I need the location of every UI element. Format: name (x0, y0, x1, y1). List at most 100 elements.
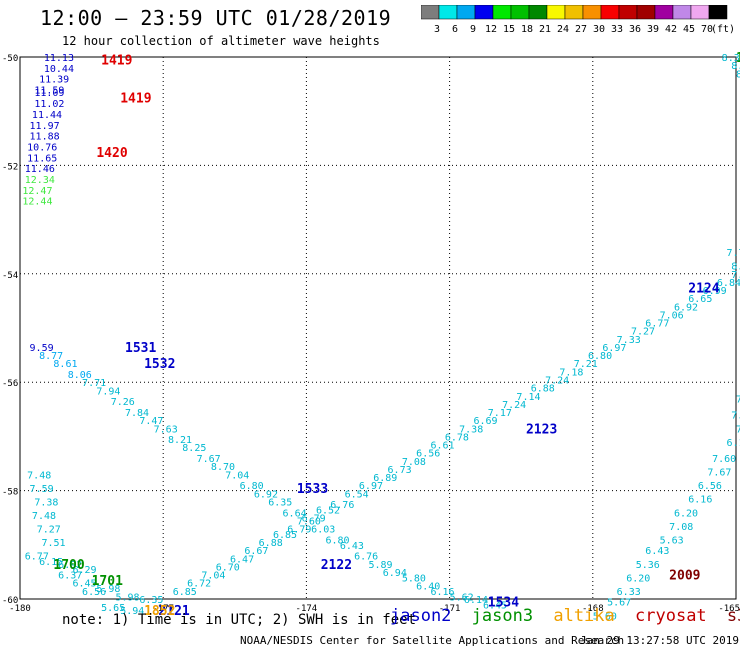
swh-value-label: 6.16 (688, 495, 712, 506)
swh-value-label: 6.99 (703, 286, 727, 297)
swh-value-label: 7.45 (731, 270, 740, 281)
swh-value-label: 6.56 (698, 481, 722, 492)
swh-value-label: 5.98 (115, 592, 139, 603)
pass-time-label: 1531 (125, 341, 156, 356)
credit-text: NOAA/NESDIS Center for Satellite Applica… (240, 634, 625, 647)
swh-value-label: 7.24 (502, 400, 526, 411)
pass-time-label: 1700 (53, 558, 84, 573)
swh-value-label: 6.20 (626, 573, 650, 584)
latitude-labels: -50 -52 -54 -56 -58 -60 (2, 54, 18, 606)
legend-s3a: s3a (726, 606, 740, 626)
swh-value-label: 6.80 (325, 535, 349, 546)
pass-time-label: 1533 (297, 482, 328, 497)
swh-value-label: 7.67 (197, 454, 221, 465)
timestamp-text: Jan 29 13:27:58 UTC 2019 (580, 634, 739, 647)
swh-value-label: 7.84 (125, 408, 149, 419)
swh-value-label: 6.97 (359, 481, 383, 492)
swh-value-label: 6.03 (311, 525, 335, 536)
swh-value-label: 11.65 (27, 153, 57, 164)
swh-value-label: 6.97 (602, 343, 626, 354)
pass-time-label: 1419 (101, 54, 132, 69)
swh-points: 11.1310.4411.3911.5911.0911.0211.4411.97… (22, 53, 740, 622)
swh-value-label: 10.76 (27, 142, 57, 153)
swh-value-label: 7.24 (545, 375, 569, 386)
swh-value-label: 7.94 (96, 386, 120, 397)
swh-value-label: 6.76 (354, 552, 378, 563)
pass-time-label: 1419 (120, 92, 151, 107)
swh-value-label: 6.40 (416, 581, 440, 592)
pass-time-label: 2124 (688, 281, 719, 296)
swh-value-label: 7.71 (82, 378, 106, 389)
lat-label: -54 (2, 271, 18, 281)
pass-time-label: 1534 (488, 596, 519, 611)
lat-label: -60 (2, 596, 18, 606)
swh-value-label: 10.44 (44, 64, 74, 75)
lat-label: -58 (2, 488, 18, 498)
colorbar-swatch (708, 5, 728, 20)
map-subtitle: 12 hour collection of altimeter wave hei… (62, 34, 380, 48)
lat-label: -56 (2, 379, 18, 389)
swh-value-label: 6.85 (273, 530, 297, 541)
swh-value-label: 8.25 (182, 443, 206, 454)
lat-label: -52 (2, 162, 18, 172)
swh-value-label: 11.39 (39, 75, 69, 86)
colorbar-tick-label: 45 (683, 24, 695, 35)
swh-value-label: 11.13 (44, 53, 74, 64)
swh-value-label: 8.61 (53, 359, 77, 370)
swh-value-label: 5.98 (96, 584, 120, 595)
units-note: note: 1) Time is in UTC; 2) SWH is in fe… (62, 612, 417, 628)
swh-value-label: 6.78 (445, 432, 469, 443)
swh-value-label: 6.16 (431, 587, 455, 598)
swh-value-label: 7.04 (225, 470, 249, 481)
swh-value-label: 7.04 (201, 571, 225, 582)
swh-value-label: 6.15 (726, 438, 740, 449)
swh-value-label: 7.17 (488, 408, 512, 419)
swh-value-label: 11.44 (32, 110, 62, 121)
legend-altika: altika (553, 606, 615, 626)
lon-label: -177 (152, 604, 174, 614)
swh-value-label: 12.34 (25, 175, 55, 186)
swh-value-label: 12.44 (22, 197, 52, 208)
colorbar-tick-label: 70 (701, 24, 713, 35)
swh-value-label: 6.92 (58, 560, 82, 571)
pass-time-label: 150 (736, 51, 740, 66)
swh-value-label: 11.88 (30, 132, 60, 143)
pass-time-label: 1701 (92, 574, 123, 589)
swh-value-label: 6.47 (230, 554, 254, 565)
swh-value-label: 7.08 (402, 457, 426, 468)
swh-value-label: 8.09 (731, 262, 740, 273)
swh-value-label: 6.79 (287, 525, 311, 536)
legend-cryosat: cryosat (635, 606, 707, 626)
swh-value-label: 8.85 (736, 69, 740, 80)
swh-value-label: 11.97 (30, 121, 60, 132)
swh-value-label: 6.88 (531, 384, 555, 395)
swh-value-label: 6.56 (416, 449, 440, 460)
swh-value-label: 11.09 (34, 88, 64, 99)
swh-value-label: 6.65 (688, 294, 712, 305)
swh-value-label: 6.94 (383, 568, 407, 579)
swh-value-label: 6.69 (473, 416, 497, 427)
legend-jason2: jason2 (390, 606, 452, 626)
swh-value-label: 7.00 (731, 411, 740, 422)
swh-value-label: 6.92 (254, 489, 278, 500)
swh-value-label: 7.06 (660, 310, 684, 321)
swh-value-label: 9.59 (30, 343, 54, 354)
swh-value-label: 5.63 (660, 535, 684, 546)
swh-value-label: 7.60 (712, 454, 736, 465)
swh-value-label: 6.80 (588, 351, 612, 362)
swh-value-label: 8.21 (168, 435, 192, 446)
swh-value-label: 5.60 (593, 611, 617, 622)
swh-value-label: 6.54 (345, 489, 369, 500)
swh-value-label: 6.43 (340, 541, 364, 552)
swh-value-label: 7.27 (631, 327, 655, 338)
swh-value-label: 6.80 (240, 481, 264, 492)
swh-value-label: 6.73 (388, 465, 412, 476)
swh-value-label: 7.60 (297, 516, 321, 527)
color-scale-bar: 3 6 9 12 15 18 21 24 27 30 33 36 39 42 45 70(ft) (421, 5, 733, 35)
swh-value-label: 6.79 (302, 514, 326, 525)
colorbar-tick-label: 21 (539, 24, 551, 35)
pass-time-label: 2121 (158, 604, 189, 619)
longitude-labels: -180 -177 -174 -171 -168 -165 (9, 604, 740, 614)
swh-value-label: 7.73 (736, 394, 740, 405)
